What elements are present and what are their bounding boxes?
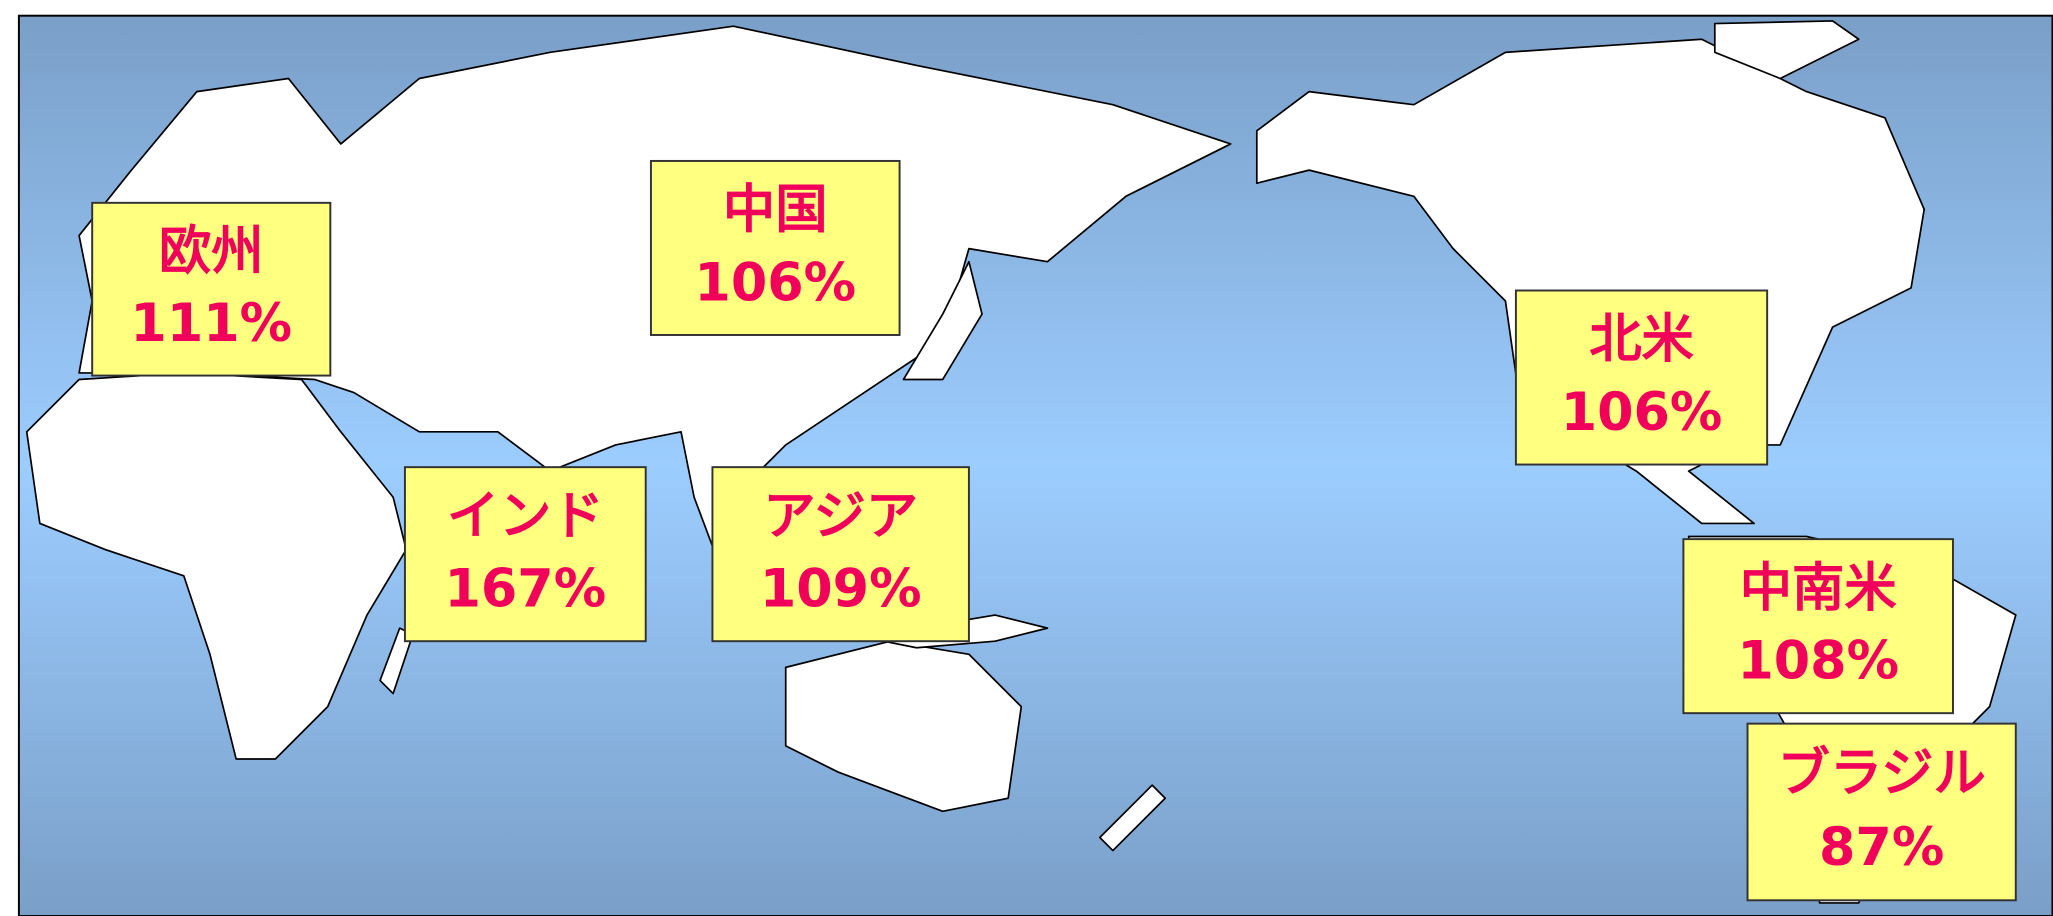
- region-label: アジア 109%: [711, 466, 970, 643]
- region-label: 欧州 111%: [91, 201, 332, 377]
- region-label: ブラジル 87%: [1746, 722, 2017, 902]
- region-label: インド 167%: [403, 466, 647, 643]
- region-value: 167%: [444, 558, 606, 619]
- region-labels: 欧州 111% 中国 106% 北米 106% インド 167% アジア 109% 中南米 108% ブ…: [91, 159, 2017, 902]
- label-box: [1514, 289, 1769, 466]
- label-box: [1682, 538, 1954, 715]
- region-label: 中国 106%: [649, 159, 901, 336]
- region-value: 106%: [1561, 382, 1723, 443]
- region-name: 中南米: [1740, 557, 1898, 618]
- region-value: 87%: [1819, 817, 1944, 878]
- label-box: [711, 466, 970, 643]
- region-name: 北米: [1589, 309, 1694, 370]
- label-box: [91, 201, 332, 377]
- region-name: ブラジル: [1778, 743, 1986, 804]
- region-label: 北米 106%: [1514, 289, 1769, 466]
- japan: [902, 260, 983, 381]
- region-value: 106%: [694, 252, 856, 313]
- region-name: 欧州: [159, 221, 264, 282]
- region-name: アジア: [763, 485, 918, 546]
- greenland: [1713, 20, 1860, 80]
- label-box: [649, 159, 901, 336]
- region-value: 109%: [760, 558, 922, 619]
- region-value: 108%: [1737, 630, 1899, 691]
- region-label: 中南米 108%: [1682, 538, 1954, 715]
- new-zealand: [1098, 784, 1167, 852]
- region-name: 中国: [723, 179, 828, 240]
- label-box: [1746, 722, 2017, 902]
- label-box: [403, 466, 647, 643]
- region-name: インド: [447, 485, 604, 546]
- region-value: 111%: [130, 293, 292, 354]
